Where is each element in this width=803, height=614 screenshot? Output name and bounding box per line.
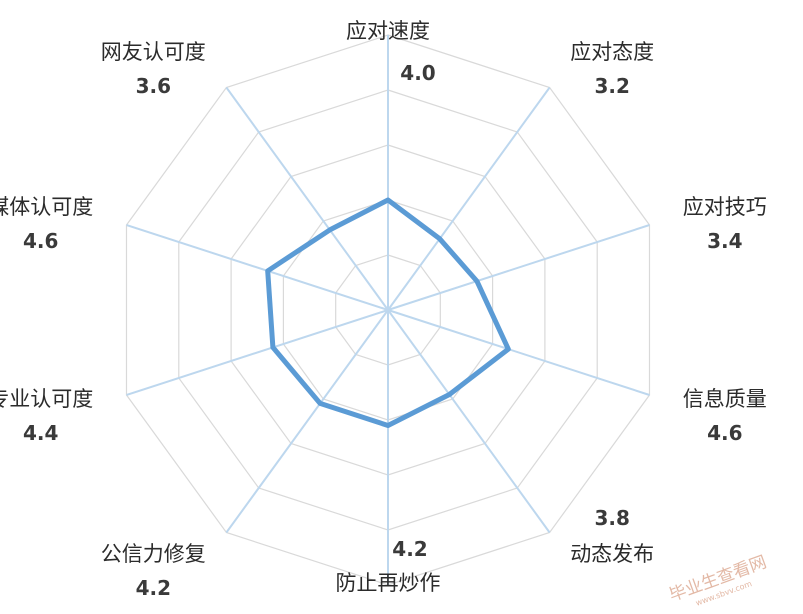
category-label-4: 动态发布: [570, 542, 654, 566]
value-label-5: 4.2: [392, 537, 427, 561]
value-label-6: 4.2: [136, 576, 171, 600]
category-label-7: 专业认可度: [0, 387, 93, 411]
category-label-0: 应对速度: [346, 19, 430, 43]
value-label-0: 4.0: [400, 61, 435, 85]
value-label-3: 4.6: [707, 421, 742, 445]
series-line: [265, 197, 511, 428]
labels-layer: 应对速度 4.0 应对态度 3.2 应对技巧 3.4 信息质量 4.6 动态发布 3.8 防止再炒作…: [0, 19, 767, 600]
axis-spoke-7: [126, 309, 389, 396]
axis-spoke-9: [225, 86, 389, 311]
axes-layer: [126, 35, 650, 585]
value-label-4: 3.8: [594, 506, 629, 530]
axis-spoke-4: [387, 309, 551, 534]
value-label-2: 3.4: [707, 229, 742, 253]
category-label-5: 防止再炒作: [336, 571, 441, 595]
axis-spoke-3: [387, 309, 650, 396]
category-label-2: 应对技巧: [683, 195, 767, 219]
axis-spoke-6: [225, 309, 389, 534]
value-label-1: 3.2: [594, 74, 629, 98]
axis-spoke-8: [126, 224, 389, 311]
watermark: 毕业生查看网 www.sbvv.com: [667, 552, 770, 608]
value-label-9: 3.6: [136, 74, 171, 98]
series-layer: [265, 197, 511, 428]
axis-spoke-1: [387, 86, 551, 311]
value-label-7: 4.4: [23, 421, 58, 445]
category-label-9: 网友认可度: [101, 40, 206, 64]
axis-spoke-2: [387, 224, 650, 311]
category-label-6: 公信力修复: [101, 542, 206, 566]
category-label-8: 媒体认可度: [0, 195, 93, 219]
category-label-1: 应对态度: [570, 40, 654, 64]
category-label-3: 信息质量: [683, 387, 767, 411]
value-label-8: 4.6: [23, 229, 58, 253]
